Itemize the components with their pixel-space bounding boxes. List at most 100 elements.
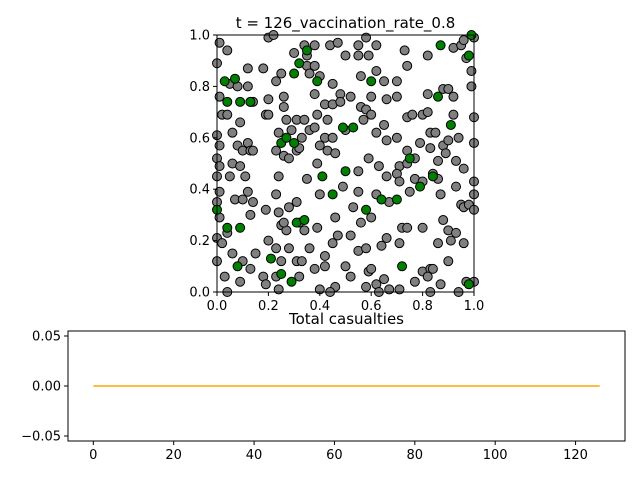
- scatter-point: [235, 117, 246, 128]
- scatter-point: [348, 202, 359, 213]
- scatter-point: [299, 225, 310, 236]
- line-chart: Total casualties 0 20 40 60 80 100 120 −0.05 0.…: [21, 310, 626, 463]
- scatter-point: [278, 91, 289, 102]
- scatter-point: [296, 256, 307, 267]
- scatter-point: [247, 197, 258, 208]
- scatter-point: [353, 186, 364, 197]
- scatter-point: [271, 243, 282, 254]
- scatter-point: [448, 109, 459, 120]
- scatter-point: [299, 215, 310, 226]
- scatter-point: [286, 276, 297, 287]
- scatter-point: [301, 45, 312, 56]
- scatter-point: [337, 122, 348, 133]
- scatter-point: [381, 94, 392, 105]
- scatter-point: [451, 227, 462, 238]
- scatter-point: [366, 91, 377, 102]
- scatter-point: [222, 96, 233, 107]
- scatter-point: [224, 171, 235, 182]
- scatter-point: [283, 202, 294, 213]
- x-tick-label: 100: [483, 448, 508, 463]
- scatter-point: [294, 58, 305, 69]
- scatter-point: [371, 127, 382, 138]
- y-tick-label: 0.8: [189, 80, 210, 95]
- scatter-point: [381, 233, 392, 244]
- scatter-point: [417, 222, 428, 233]
- scatter-point: [260, 279, 271, 290]
- scatter-point: [276, 256, 287, 267]
- scatter-x-axis: 0.0 0.2 0.4 0.6 0.8 1.0: [207, 292, 484, 314]
- scatter-point: [466, 81, 477, 92]
- x-tick-label: 60: [326, 448, 343, 463]
- scatter-point: [258, 63, 269, 74]
- scatter-point: [294, 271, 305, 282]
- scatter-point: [376, 194, 387, 205]
- scatter-point: [451, 155, 462, 166]
- scatter-point: [322, 114, 333, 125]
- y-tick-label: 0.4: [189, 183, 210, 198]
- scatter-point: [435, 279, 446, 290]
- scatter-point: [327, 132, 338, 143]
- x-tick-label: 0.4: [309, 299, 330, 314]
- scatter-point: [309, 89, 320, 100]
- scatter-point: [273, 207, 284, 218]
- scatter-point: [263, 109, 274, 120]
- scatter-point: [271, 189, 282, 200]
- scatter-point: [312, 158, 323, 169]
- scatter-point: [425, 143, 436, 154]
- x-tick-label: 40: [246, 448, 263, 463]
- scatter-point: [355, 71, 366, 82]
- y-tick-label: 0.2: [189, 234, 210, 249]
- scatter-point: [371, 65, 382, 76]
- scatter-point: [265, 253, 276, 264]
- scatter-point: [340, 50, 351, 61]
- scatter-point: [458, 35, 469, 46]
- scatter-chart: t = 126_vaccination_rate_0.8 0.0 0.2 0.4 0.…: [189, 14, 484, 314]
- scatter-point: [235, 276, 246, 287]
- scatter-point: [278, 101, 289, 112]
- scatter-point: [451, 181, 462, 192]
- scatter-point: [281, 114, 292, 125]
- scatter-point: [422, 50, 433, 61]
- scatter-point: [353, 40, 364, 51]
- scatter-point: [394, 238, 405, 249]
- scatter-point: [381, 171, 392, 182]
- x-tick-label: 0.8: [412, 299, 433, 314]
- scatter-point: [366, 212, 377, 223]
- scatter-point: [222, 45, 233, 56]
- scatter-point: [445, 235, 456, 246]
- scatter-point: [263, 235, 274, 246]
- scatter-point: [404, 186, 415, 197]
- scatter-point: [281, 132, 292, 143]
- y-tick-label: 0.05: [32, 330, 61, 345]
- scatter-point: [373, 161, 384, 172]
- scatter-point: [415, 181, 426, 192]
- scatter-point: [340, 166, 351, 177]
- scatter-point: [466, 65, 477, 76]
- scatter-point: [345, 91, 356, 102]
- scatter-point: [309, 40, 320, 51]
- scatter-point: [463, 279, 474, 290]
- y-tick-label: −0.05: [21, 430, 61, 445]
- scatter-point: [276, 68, 287, 79]
- scatter-point: [319, 261, 330, 272]
- x-tick-label: 0.2: [258, 299, 279, 314]
- scatter-point: [435, 189, 446, 200]
- scatter-point: [332, 230, 343, 241]
- scatter-point: [276, 269, 287, 280]
- scatter-point: [391, 132, 402, 143]
- scatter-point: [361, 281, 372, 292]
- scatter-point: [260, 204, 271, 215]
- scatter-point: [453, 132, 464, 143]
- scatter-point: [394, 176, 405, 187]
- scatter-point: [335, 96, 346, 107]
- scatter-point: [242, 63, 253, 74]
- scatter-point: [235, 222, 246, 233]
- scatter-point: [214, 140, 225, 151]
- scatter-point: [397, 261, 408, 272]
- scatter-point: [219, 271, 230, 282]
- scatter-point: [309, 122, 320, 133]
- scatter-point: [283, 153, 294, 164]
- scatter-point: [229, 73, 240, 84]
- scatter-point: [242, 186, 253, 197]
- scatter-point: [312, 76, 323, 87]
